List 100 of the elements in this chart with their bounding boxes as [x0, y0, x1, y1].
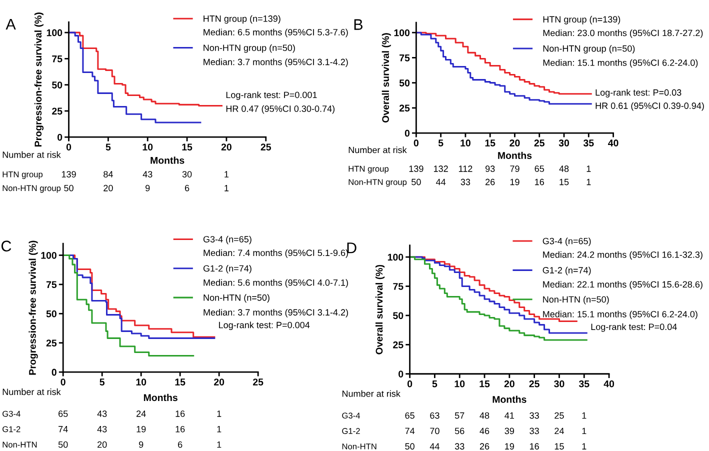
annotation: Median: 22.1 months (95%CI 15.6-28.6) — [543, 280, 702, 290]
y-tick-label: 75 — [400, 54, 410, 62]
annotation: Median: 3.7 months (95%CI 3.1-4.2) — [204, 308, 348, 318]
y-tick-label: 0 — [398, 370, 404, 378]
x-axis-title: Months — [492, 396, 526, 403]
annotation: Log-rank test: P=0.004 — [219, 322, 310, 330]
text: 79 — [510, 166, 520, 172]
y-axis-title: Overall survival (%) — [382, 33, 391, 123]
annotation: Median: 24.2 months (95%CI 16.1-32.3) — [543, 251, 702, 260]
text: 1 — [582, 443, 586, 450]
text: 74 — [405, 428, 415, 434]
text: 46 — [480, 428, 490, 434]
text: 39 — [504, 428, 514, 434]
x-tick-label: 10 — [454, 380, 465, 388]
text: Number at risk — [2, 388, 61, 396]
text: 15 — [560, 178, 569, 186]
x-tick-label: 30 — [558, 140, 570, 146]
text: 57 — [454, 412, 464, 419]
x-tick-label: 20 — [214, 378, 224, 386]
annotation: Median: 15.1 months (95%CI 6.2-24.0) — [543, 310, 698, 320]
text: 43 — [97, 410, 107, 417]
y-tick-label: 25 — [399, 104, 410, 112]
legend-label: HTN group (n=139) — [204, 15, 280, 24]
text: 1 — [224, 171, 229, 178]
x-tick-label: 5 — [106, 144, 111, 150]
chart-title: D — [347, 242, 356, 254]
x-tick-label: 0 — [66, 144, 72, 150]
text: 1 — [586, 178, 591, 186]
text: 15 — [554, 443, 564, 450]
text: 30 — [182, 171, 192, 178]
x-tick-label: 10 — [460, 140, 470, 146]
text: 50 — [412, 178, 421, 186]
text: 65 — [405, 412, 414, 419]
y-tick-label: 75 — [52, 56, 62, 62]
text: 93 — [486, 166, 495, 172]
text: 65 — [534, 166, 544, 172]
annotation: Median: 15.1 months (95%CI 6.2-24.0) — [543, 59, 698, 68]
annotation: Median: 7.4 months (95%CI 5.1-9.6) — [204, 249, 348, 258]
legend-label: HTN group (n=139) — [543, 16, 620, 24]
text: G1-2 — [342, 428, 360, 434]
text: 20 — [98, 441, 107, 448]
text: 33 — [454, 443, 464, 450]
text: 26 — [480, 443, 490, 450]
text: G3-4 — [342, 412, 360, 419]
x-tick-label: 35 — [578, 380, 590, 388]
text: 50 — [64, 184, 74, 192]
x-tick-label: 15 — [485, 140, 496, 146]
text: 48 — [559, 166, 569, 172]
legend-label: G1-2 (n=74) — [542, 266, 591, 276]
annotation: HR 0.61 (95%CI 0.39-0.94) — [596, 102, 704, 111]
annotation: Median: 6.5 months (95%CI 5.3-7.6) — [204, 28, 348, 38]
legend-label: Non-HTN (n=50) — [543, 296, 609, 304]
text: 25 — [554, 412, 564, 419]
text: 19 — [136, 426, 146, 432]
text: 33 — [530, 412, 539, 419]
text: 74 — [58, 426, 68, 432]
text: 9 — [139, 441, 144, 448]
text: 1 — [217, 426, 222, 432]
annotation: Median: 5.6 months (95%CI 4.0-7.1) — [204, 279, 348, 288]
text: 1 — [582, 428, 586, 434]
x-tick-label: 15 — [182, 144, 192, 150]
x-tick-label: 25 — [529, 380, 540, 388]
text: 44 — [430, 443, 440, 450]
y-tick-label: 100 — [46, 29, 62, 36]
x-tick-label: 25 — [260, 144, 272, 150]
text: 20 — [104, 184, 113, 192]
chart-title: A — [6, 18, 16, 30]
text: 1 — [582, 412, 586, 419]
y-tick-label: 100 — [394, 29, 410, 36]
legend-label: Non-HTN group (n=50) — [543, 45, 635, 54]
y-tick-label: 75 — [46, 281, 57, 288]
y-tick-label: 25 — [393, 341, 404, 348]
x-tick-label: 15 — [175, 378, 186, 386]
text: 50 — [405, 443, 414, 450]
text: 33 — [530, 428, 539, 434]
x-tick-label: 20 — [510, 140, 520, 146]
text: 1 — [586, 166, 591, 172]
annotation: Median: 3.7 months (95%CI 3.1-4.2) — [204, 58, 348, 67]
text: G1-2 — [2, 426, 20, 432]
text: 16 — [176, 426, 185, 432]
text: 1 — [224, 184, 229, 192]
text: G3-4 — [2, 410, 20, 417]
y-axis-title: Overall survival (%) — [375, 264, 385, 354]
text: 19 — [510, 178, 520, 186]
text: Number at risk — [2, 151, 61, 158]
x-tick-label: 40 — [608, 140, 618, 146]
text: 1 — [217, 441, 222, 448]
text: 33 — [460, 178, 470, 186]
text: 44 — [436, 178, 446, 186]
text: 24 — [554, 428, 564, 434]
text: 9 — [146, 184, 150, 192]
text: 6 — [184, 184, 190, 192]
x-tick-label: 35 — [583, 140, 594, 146]
annotation: Log-rank test: P=0.03 — [596, 89, 682, 98]
text: 41 — [504, 412, 514, 419]
legend-label: Non-HTN (n=50) — [204, 294, 270, 303]
x-tick-label: 30 — [554, 380, 564, 388]
legend-label: G3-4 (n=65) — [542, 238, 591, 246]
text: 139 — [62, 171, 76, 178]
y-axis-title: Progression-free survival (%) — [34, 12, 44, 146]
